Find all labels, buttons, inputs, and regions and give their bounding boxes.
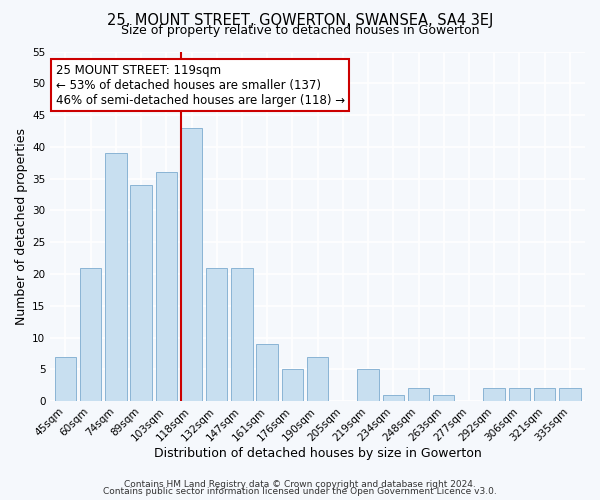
Bar — [181, 128, 202, 401]
Bar — [281, 370, 303, 401]
Bar — [231, 268, 253, 401]
Bar — [105, 153, 127, 401]
Text: 25 MOUNT STREET: 119sqm
← 53% of detached houses are smaller (137)
46% of semi-d: 25 MOUNT STREET: 119sqm ← 53% of detache… — [56, 64, 345, 106]
Bar — [206, 268, 227, 401]
Bar — [383, 395, 404, 401]
Bar — [509, 388, 530, 401]
Bar — [433, 395, 454, 401]
Bar — [408, 388, 429, 401]
Text: Contains public sector information licensed under the Open Government Licence v3: Contains public sector information licen… — [103, 487, 497, 496]
Bar — [80, 268, 101, 401]
Text: 25, MOUNT STREET, GOWERTON, SWANSEA, SA4 3EJ: 25, MOUNT STREET, GOWERTON, SWANSEA, SA4… — [107, 12, 493, 28]
X-axis label: Distribution of detached houses by size in Gowerton: Distribution of detached houses by size … — [154, 447, 482, 460]
Bar — [256, 344, 278, 401]
Bar — [307, 356, 328, 401]
Bar — [55, 356, 76, 401]
Bar — [130, 185, 152, 401]
Text: Contains HM Land Registry data © Crown copyright and database right 2024.: Contains HM Land Registry data © Crown c… — [124, 480, 476, 489]
Bar — [559, 388, 581, 401]
Bar — [155, 172, 177, 401]
Text: Size of property relative to detached houses in Gowerton: Size of property relative to detached ho… — [121, 24, 479, 37]
Bar — [358, 370, 379, 401]
Bar — [484, 388, 505, 401]
Y-axis label: Number of detached properties: Number of detached properties — [15, 128, 28, 325]
Bar — [534, 388, 556, 401]
